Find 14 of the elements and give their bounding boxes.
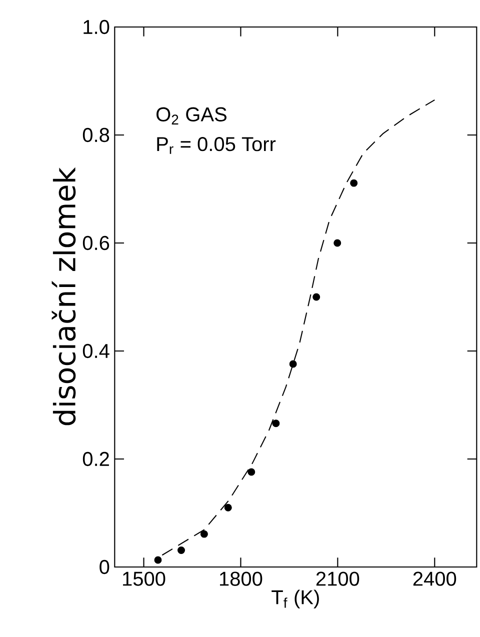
x-tick-label: 1800 [220, 572, 262, 586]
y-axis-title: disociační zlomek [52, 167, 76, 426]
x-tick-label: 2400 [413, 572, 456, 586]
x-tick-label: 1500 [123, 572, 166, 586]
y-tick-label: 0.2 [82, 452, 109, 466]
y-tick-label: 0 [100, 560, 110, 574]
annotation: O$_{2}$ GAS [156, 107, 226, 124]
y-tick-label: 0.6 [82, 236, 110, 250]
x-tick-label: 2100 [316, 572, 360, 586]
y-tick-label: 1.0 [84, 20, 110, 34]
y-tick-label: 0.4 [82, 344, 110, 358]
x-axis-title: T$_{f}$ (K) [272, 590, 319, 608]
annotation: P$_{r}$ = 0.05 Torr [157, 137, 276, 154]
y-tick-label: 0.8 [82, 128, 110, 142]
